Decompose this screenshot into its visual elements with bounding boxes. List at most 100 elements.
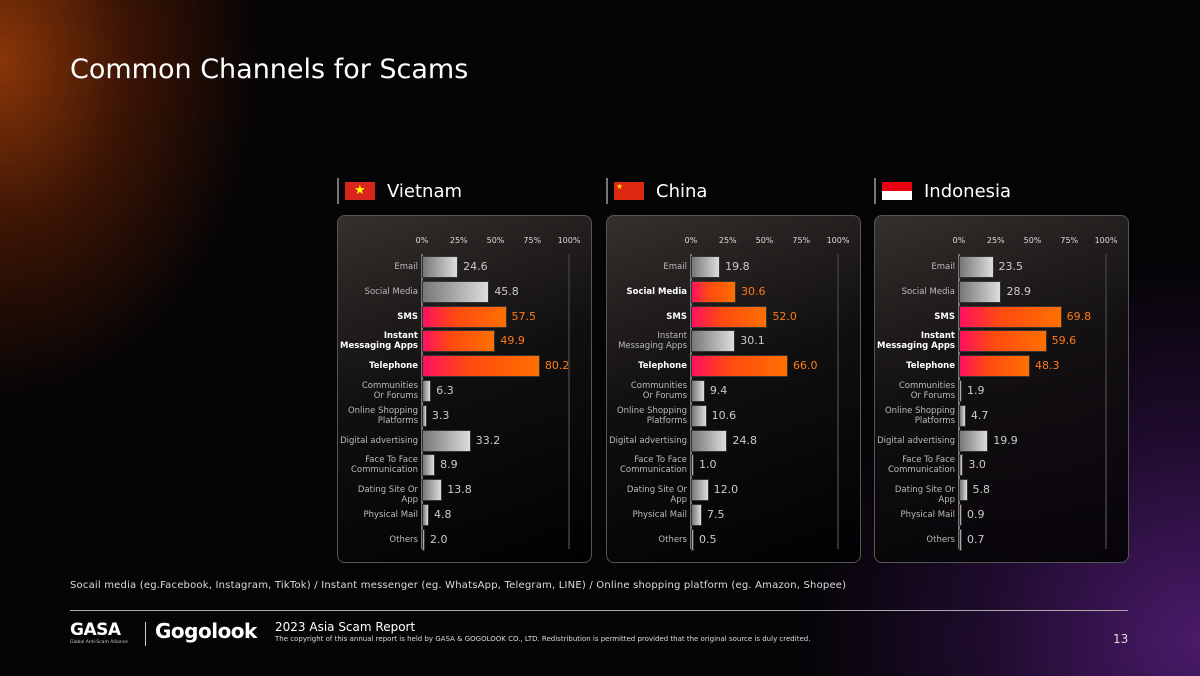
category-label: Instant Messaging Apps <box>877 331 955 352</box>
data-label: 10.6 <box>711 408 737 422</box>
category-label: Online Shopping Platforms <box>616 405 687 426</box>
category-label: SMS <box>666 311 687 322</box>
data-label: 48.3 <box>1035 359 1060 373</box>
data-label: 3.3 <box>431 408 450 422</box>
category-label: Social Media <box>364 286 418 297</box>
category-label: Face To Face Communication <box>351 455 418 476</box>
category-label: Online Shopping Platforms <box>884 405 955 426</box>
x-tick-label: 75% <box>792 236 811 245</box>
data-label: 28.9 <box>1006 284 1031 298</box>
chart-title: China <box>656 180 708 202</box>
chart-title: Indonesia <box>924 180 1012 202</box>
category-label: Dating Site Or App <box>357 485 418 506</box>
data-label: 30.6 <box>740 284 766 298</box>
bar <box>691 380 705 402</box>
chart-title: Vietnam <box>387 180 463 202</box>
bar <box>691 454 694 477</box>
copyright: The copyright of this annual report is h… <box>275 635 811 643</box>
category-label: Digital advertising <box>609 435 687 446</box>
data-label: 3.0 <box>968 458 986 472</box>
bar <box>422 355 540 378</box>
category-label: Physical Mail <box>363 510 418 520</box>
x-axis-100-line <box>837 254 839 549</box>
category-label: Communities Or Forums <box>630 381 687 401</box>
x-tick-label: 50% <box>486 236 505 245</box>
data-label: 80.2 <box>544 359 570 373</box>
bar <box>422 528 425 551</box>
category-label: Online Shopping Platforms <box>347 405 418 426</box>
category-label: Others <box>389 534 418 545</box>
x-tick-label: 50% <box>1023 236 1042 245</box>
chart-heading: Indonesia <box>874 178 1011 204</box>
bar <box>959 330 1047 353</box>
x-tick-label: 25% <box>986 236 1005 245</box>
bar <box>691 504 703 526</box>
chart-heading: ★ China <box>606 178 707 204</box>
data-label: 49.9 <box>500 334 525 348</box>
chart-panel-vietnam: 0% 25% 50% 75% 100% Email 24.6 Social Media 45.8… <box>337 215 592 563</box>
bar <box>691 528 694 551</box>
x-tick-label: 25% <box>449 236 468 245</box>
indonesia-flag-icon <box>882 182 912 200</box>
x-tick-label: 0% <box>952 236 966 245</box>
x-tick-label: 0% <box>415 236 429 245</box>
bar <box>691 305 768 328</box>
vietnam-flag-icon: ★ <box>345 182 375 200</box>
data-label: 23.5 <box>998 260 1024 273</box>
bar <box>691 280 736 303</box>
bar <box>959 404 966 427</box>
bar <box>959 429 989 452</box>
category-label: Physical Mail <box>632 510 687 520</box>
logo-separator <box>145 622 146 646</box>
data-label: 5.8 <box>972 483 991 497</box>
divider <box>70 610 1128 611</box>
category-label: Communities Or Forums <box>898 381 955 401</box>
bar <box>959 305 1062 328</box>
category-label: Instant Messaging Apps <box>340 331 418 352</box>
data-label: 1.9 <box>967 384 985 397</box>
data-label: 7.5 <box>707 508 725 521</box>
category-label: Physical Mail <box>900 510 955 520</box>
bar <box>422 305 507 328</box>
category-label: Others <box>926 534 955 545</box>
category-label: Social Media <box>901 286 955 297</box>
bar <box>959 280 1002 303</box>
bar <box>959 380 962 402</box>
bar <box>691 479 709 502</box>
data-label: 0.5 <box>699 532 717 546</box>
bar <box>691 404 707 427</box>
category-label: Email <box>931 262 955 272</box>
bar <box>691 330 736 353</box>
x-tick-label: 0% <box>684 236 698 245</box>
bar <box>422 504 430 526</box>
bar <box>422 404 427 427</box>
data-label: 0.9 <box>967 508 985 521</box>
data-label: 8.9 <box>440 458 458 472</box>
x-tick-label: 100% <box>557 236 581 245</box>
category-label: Digital advertising <box>877 435 955 446</box>
x-tick-label: 100% <box>1094 236 1118 245</box>
category-label: Telephone <box>369 361 418 372</box>
data-label: 12.0 <box>713 483 739 497</box>
bar <box>422 380 432 402</box>
x-tick-label: 50% <box>755 236 774 245</box>
bar <box>691 429 728 452</box>
x-axis-100-line <box>1105 254 1107 549</box>
bar <box>691 256 721 278</box>
category-label: SMS <box>397 311 418 322</box>
data-label: 1.0 <box>699 458 717 472</box>
x-tick-label: 75% <box>523 236 542 245</box>
data-label: 66.0 <box>793 359 818 373</box>
bar <box>422 256 459 278</box>
data-label: 0.7 <box>967 532 985 546</box>
data-label: 57.5 <box>511 309 537 323</box>
data-label: 9.4 <box>709 384 728 397</box>
chart-panel-indonesia: 0% 25% 50% 75% 100% Email 23.5 Social Media 28.9… <box>874 215 1129 563</box>
data-label: 19.9 <box>993 433 1018 447</box>
bar <box>959 504 962 526</box>
category-label: Digital advertising <box>340 435 418 446</box>
x-tick-label: 100% <box>826 236 850 245</box>
x-tick-label: 75% <box>1060 236 1079 245</box>
category-label: Instant Messaging Apps <box>618 331 687 352</box>
data-label: 19.8 <box>725 260 750 273</box>
